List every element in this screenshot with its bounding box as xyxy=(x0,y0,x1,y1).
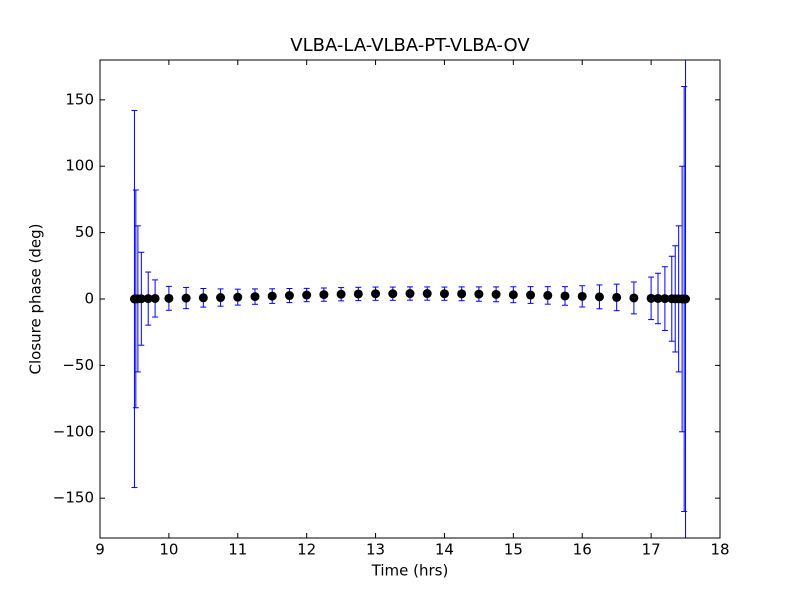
x-tick-label: 12 xyxy=(297,541,316,559)
y-tick-label: 50 xyxy=(75,223,94,241)
data-point xyxy=(560,291,570,301)
data-point xyxy=(422,289,432,299)
y-tick-label: −150 xyxy=(53,489,94,507)
data-point xyxy=(660,294,670,304)
y-tick-label: −50 xyxy=(62,356,94,374)
data-point xyxy=(629,293,639,303)
data-point xyxy=(164,293,174,303)
data-point xyxy=(198,293,208,303)
data-point xyxy=(577,291,587,301)
data-point xyxy=(405,289,415,299)
y-tick-label: −100 xyxy=(53,422,94,440)
data-point xyxy=(653,293,663,303)
data-point xyxy=(491,289,501,299)
data-point xyxy=(150,293,160,303)
y-tick-label: 0 xyxy=(84,290,94,308)
data-point xyxy=(181,293,191,303)
data-point xyxy=(353,289,363,299)
data-point xyxy=(681,294,691,304)
data-point xyxy=(336,289,346,299)
data-point xyxy=(371,289,381,299)
data-point xyxy=(136,294,146,304)
y-tick-label: 100 xyxy=(65,157,94,175)
data-point xyxy=(233,292,243,302)
x-tick-label: 10 xyxy=(159,541,178,559)
data-point xyxy=(543,290,553,300)
data-point xyxy=(612,292,622,302)
data-point xyxy=(216,293,226,303)
data-point xyxy=(250,292,260,302)
data-point xyxy=(267,291,277,301)
y-axis-label: Closure phase (deg) xyxy=(27,224,45,375)
data-point xyxy=(646,293,656,303)
data-point xyxy=(439,289,449,299)
data-point xyxy=(319,290,329,300)
x-tick-label: 16 xyxy=(573,541,592,559)
data-point xyxy=(284,291,294,301)
data-point xyxy=(508,290,518,300)
x-tick-label: 14 xyxy=(435,541,454,559)
x-tick-label: 11 xyxy=(228,541,247,559)
data-point xyxy=(302,290,312,300)
chart-title: VLBA-LA-VLBA-PT-VLBA-OV xyxy=(290,35,530,56)
x-tick-label: 9 xyxy=(95,541,105,559)
plot-layer xyxy=(129,60,691,538)
x-tick-label: 13 xyxy=(366,541,385,559)
data-point xyxy=(143,294,153,304)
x-tick-label: 15 xyxy=(504,541,523,559)
data-point xyxy=(526,290,536,300)
data-point xyxy=(594,292,604,302)
data-point xyxy=(388,289,398,299)
x-tick-label: 18 xyxy=(710,541,729,559)
y-tick-label: 150 xyxy=(65,90,94,108)
data-point xyxy=(474,289,484,299)
x-tick-label: 17 xyxy=(642,541,661,559)
data-point xyxy=(457,289,467,299)
x-axis-label: Time (hrs) xyxy=(371,562,449,580)
